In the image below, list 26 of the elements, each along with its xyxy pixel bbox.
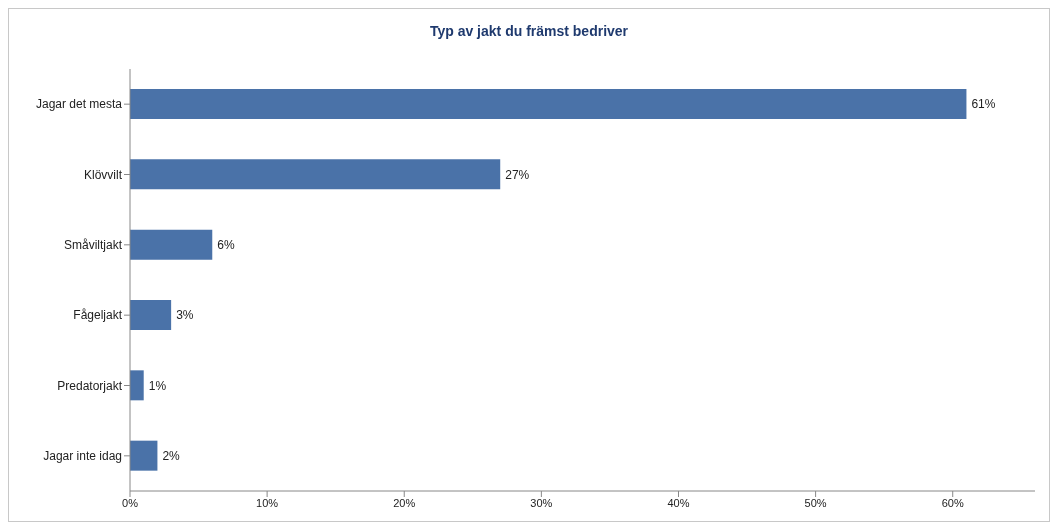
- chart-title: Typ av jakt du främst bedriver: [428, 23, 630, 39]
- y-tick-label: Jagar det mesta: [35, 97, 123, 112]
- data-label: 1%: [148, 378, 167, 393]
- x-tick-label: 10%: [256, 496, 279, 509]
- x-tick-label: 60%: [941, 496, 964, 509]
- bar: [130, 370, 144, 401]
- bar: [130, 440, 158, 471]
- bar: [130, 229, 213, 260]
- x-tick-label: 20%: [393, 496, 416, 509]
- data-label: 6%: [217, 237, 235, 252]
- y-tick-label: Predatorjakt: [57, 378, 123, 393]
- x-tick-label: 40%: [667, 496, 690, 509]
- data-label: 27%: [505, 167, 530, 182]
- data-label: 2%: [162, 448, 181, 463]
- x-tick-label: 30%: [530, 496, 553, 509]
- y-tick-label: Jagar inte idag: [43, 449, 122, 464]
- bar: [130, 300, 172, 330]
- y-tick-label: Småviltjakt: [63, 238, 123, 253]
- bar: [130, 89, 967, 119]
- y-tick-label: Fågeljakt: [73, 308, 123, 323]
- x-tick-label: 50%: [804, 496, 827, 509]
- y-tick-label: Klövvilt: [83, 167, 123, 182]
- data-label: 61%: [971, 97, 996, 112]
- data-label: 3%: [176, 308, 194, 323]
- x-tick-label: 0%: [122, 496, 139, 509]
- bar: [130, 159, 501, 190]
